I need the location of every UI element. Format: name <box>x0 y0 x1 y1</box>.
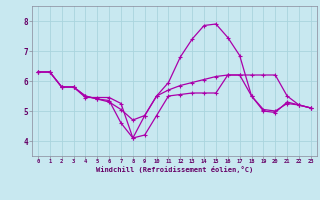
X-axis label: Windchill (Refroidissement éolien,°C): Windchill (Refroidissement éolien,°C) <box>96 166 253 173</box>
